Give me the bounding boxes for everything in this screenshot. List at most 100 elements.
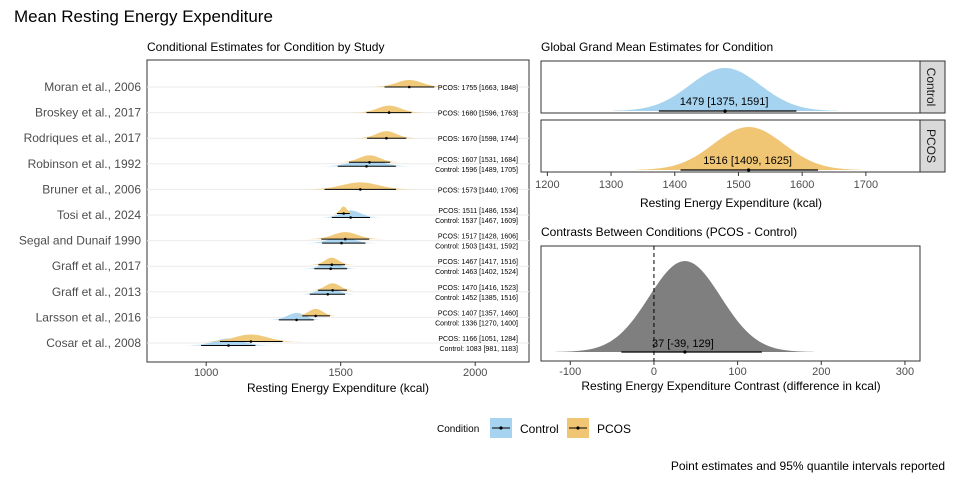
pcos-grand-mean-density (636, 127, 861, 170)
figure-title: Mean Resting Energy Expenditure (14, 7, 273, 26)
panel2-title: Global Grand Mean Estimates for Conditio… (541, 40, 773, 54)
panel1-x-ticks: 1000 1500 2000 (194, 362, 487, 379)
p3-xtick-label-0: -100 (559, 366, 581, 378)
legend: Condition Control PCOS (437, 418, 631, 438)
pcos-grand-mean-point (747, 168, 751, 172)
legend-key-control (490, 418, 512, 438)
study-label-7: Graff et al., 2017 (52, 259, 141, 273)
control-estimate-label-5: Control: 1537 [1467, 1609] (435, 218, 518, 225)
control-grand-mean-label: 1479 [1375, 1591] (680, 96, 769, 108)
control-estimate-label-3: Control: 1596 [1489, 1705] (435, 167, 518, 174)
p3-xtick-label-1: 0 (651, 366, 657, 378)
facet-strip-label-pcos: PCOS (924, 129, 938, 163)
study-label-9: Larsson et al., 2016 (36, 310, 142, 324)
control-estimate-label-10: Control: 1083 [981, 1183] (440, 346, 519, 353)
pcos-point-4 (359, 188, 362, 191)
panel2-marks: 1479 [1375, 1591] 1516 [1409, 1625] (612, 68, 861, 172)
pcos-estimate-label-6: PCOS: 1517 [1428, 1606] (438, 234, 518, 241)
pcos-density-4 (301, 182, 419, 190)
p2-xtick-label-5: 1700 (854, 179, 878, 191)
contrast-density (555, 261, 814, 352)
pcos-density-0 (368, 80, 450, 87)
study-label-6: Segal and Dunaif 1990 (19, 234, 141, 248)
facet-strip-pcos (919, 119, 946, 173)
p2-xtick-label-0: 1200 (535, 179, 559, 191)
pcos-estimate-label-3: PCOS: 1607 [1531, 1684] (438, 157, 518, 164)
pcos-density-5 (333, 206, 355, 214)
panel3-title: Contrasts Between Conditions (PCOS - Con… (541, 225, 797, 239)
legend-label-pcos: PCOS (597, 422, 631, 436)
pcos-estimate-label-7: PCOS: 1467 [1417, 1516] (438, 259, 518, 266)
panel3-xlabel: Resting Energy Expenditure Contrast (dif… (581, 379, 880, 393)
control-point-7 (329, 267, 333, 271)
p3-xtick-label-3: 200 (812, 366, 830, 378)
panel1-xlabel: Resting Energy Expenditure (kcal) (247, 381, 429, 395)
pcos-point-8 (331, 289, 334, 292)
legend-swatch-dot-control (499, 426, 503, 430)
control-point-6 (340, 241, 343, 245)
study-label-1: Broskey et al., 2017 (35, 106, 141, 120)
pcos-point-3 (368, 161, 371, 164)
control-estimate-label-6: Control: 1503 [1431, 1592] (435, 244, 518, 251)
control-density-5 (319, 210, 382, 218)
p2-xtick-label-1: 1300 (599, 179, 623, 191)
p1-xtick-label-1: 1500 (328, 367, 352, 379)
p3-xtick-label-4: 300 (896, 366, 914, 378)
facet-strip-label-control: Control (924, 68, 938, 107)
study-label-3: Robinson et al., 1992 (28, 157, 142, 171)
pcos-estimate-label-1: PCOS: 1680 [1596, 1763] (438, 111, 518, 118)
panel2-x-ticks: 1200 1300 1400 1500 1600 1700 (535, 172, 878, 191)
pcos-estimate-label-4: PCOS: 1573 [1440, 1706] (438, 187, 518, 194)
panel1-frame (146, 59, 530, 363)
pcos-estimate-label-5: PCOS: 1511 [1486, 1534] (438, 208, 518, 215)
pcos-point-0 (407, 85, 411, 89)
pcos-grand-mean-label: 1516 [1409, 1625] (703, 155, 792, 167)
control-point-9 (295, 318, 298, 322)
pcos-point-5 (342, 212, 345, 215)
study-label-0: Moran et al., 2006 (44, 80, 141, 94)
pcos-estimate-label-10: PCOS: 1166 [1051, 1284] (438, 336, 518, 343)
p1-xtick-label-0: 1000 (194, 367, 218, 379)
facet-strip-control (919, 60, 946, 114)
pcos-point-7 (330, 263, 334, 267)
pcos-point-2 (385, 136, 388, 140)
contrast-point (683, 350, 687, 354)
pcos-estimate-label-0: PCOS: 1755 [1663, 1848] (438, 85, 518, 92)
panel1-study-labels: Moran et al., 2006 Broskey et al., 2017 Ro… (19, 80, 141, 350)
control-estimate-label-7: Control: 1463 [1402, 1524] (435, 269, 518, 276)
pcos-density-1 (352, 105, 426, 113)
p1-xtick-label-2: 2000 (463, 367, 487, 379)
pcos-density-2 (354, 131, 419, 139)
pcos-point-10 (249, 340, 253, 343)
panel2-xlabel: Resting Energy Expenditure (kcal) (640, 196, 822, 210)
control-estimate-label-9: Control: 1336 [1270, 1400] (435, 320, 518, 327)
p2-xtick-label-3: 1500 (726, 179, 750, 191)
contrast-label: 37 [-39, 129] (652, 338, 714, 350)
panel1-marks: PCOS: 1755 [1663, 1848] PCOS: 1680 [1596,… (184, 80, 518, 353)
pcos-density-3 (335, 155, 404, 163)
pcos-estimate-label-9: PCOS: 1407 [1357, 1460] (438, 310, 518, 317)
pcos-point-6 (343, 237, 347, 241)
pcos-estimate-label-8: PCOS: 1470 [1416, 1523] (438, 285, 518, 292)
pcos-estimate-label-2: PCOS: 1670 [1598, 1744] (438, 136, 518, 143)
pcos-density-7 (310, 257, 354, 265)
study-label-8: Graff et al., 2013 (52, 285, 141, 299)
study-label-4: Bruner et al., 2006 (42, 182, 141, 196)
control-grand-mean-point (723, 109, 727, 113)
legend-label-control: Control (520, 422, 559, 436)
pcos-density-9 (293, 308, 339, 316)
control-point-3 (365, 165, 368, 168)
legend-swatch-dot-pcos (576, 426, 580, 430)
figure-caption: Point estimates and 95% quantile interva… (671, 459, 945, 473)
control-point-8 (326, 293, 330, 296)
pcos-density-10 (199, 334, 303, 342)
study-label-10: Cosar et al., 2008 (46, 336, 141, 350)
control-grand-mean-density (612, 68, 838, 111)
pcos-point-9 (314, 314, 317, 318)
control-estimate-label-8: Control: 1452 [1385, 1516] (435, 295, 518, 302)
p2-xtick-label-4: 1600 (790, 179, 814, 191)
pcos-density-8 (309, 283, 357, 291)
legend-title: Condition (437, 424, 479, 435)
p2-xtick-label-2: 1400 (663, 179, 687, 191)
